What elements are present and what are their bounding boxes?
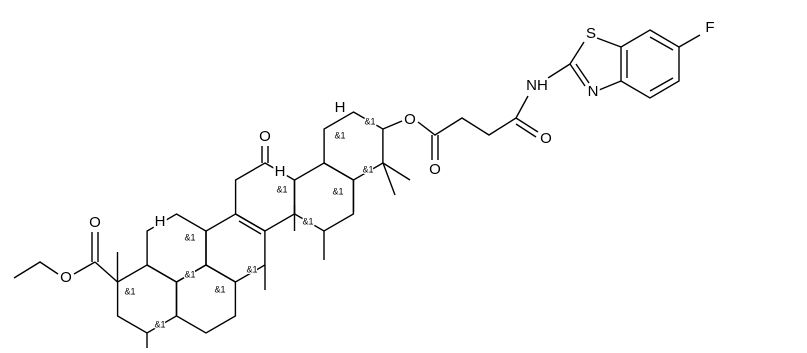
- bond: [382, 120, 403, 130]
- stereo-label: &1: [276, 184, 287, 194]
- bond: [678, 34, 701, 48]
- bond: [515, 95, 529, 119]
- atom-label: O: [60, 269, 72, 286]
- stereo-label: &1: [154, 319, 165, 329]
- atom-label: H: [275, 163, 286, 180]
- stereo-label: &1: [334, 130, 345, 140]
- atom-label: F: [705, 19, 714, 36]
- bond: [515, 123, 537, 138]
- atom-label: H: [155, 213, 166, 230]
- bond: [13, 261, 59, 279]
- bond: [649, 36, 674, 51]
- ring: [116, 264, 178, 334]
- stereo-label: &1: [214, 284, 225, 294]
- atom-label: O: [429, 161, 441, 178]
- bond: [73, 261, 96, 275]
- bond: [238, 220, 262, 235]
- stereo-label: &1: [184, 269, 195, 279]
- bond: [515, 117, 539, 133]
- bonds: [13, 29, 701, 348]
- bond: [547, 63, 571, 79]
- bond: [417, 117, 517, 136]
- bond: [575, 63, 590, 84]
- bond: [596, 37, 622, 48]
- stereo-label: &1: [246, 264, 257, 274]
- stereo-label: &1: [184, 232, 195, 242]
- atom-label: O: [540, 130, 552, 147]
- atom-label: NH: [526, 77, 548, 94]
- benzene-ring: [620, 29, 680, 99]
- bond: [94, 261, 118, 283]
- bond: [382, 162, 396, 196]
- bond: [382, 162, 411, 181]
- ring: [234, 162, 296, 232]
- bond: [569, 41, 585, 65]
- bond: [598, 80, 622, 91]
- atom-label: O: [89, 214, 101, 231]
- bond: [649, 77, 674, 92]
- atom-label: N: [588, 83, 599, 100]
- atom-label: H: [335, 99, 346, 116]
- stereo-label: &1: [362, 164, 373, 174]
- atom-label: O: [259, 128, 271, 145]
- ring: [323, 111, 384, 181]
- bond: [569, 63, 586, 87]
- atom-label: O: [404, 111, 416, 128]
- stereo-label: &1: [302, 216, 313, 226]
- stereo-label: &1: [364, 116, 375, 126]
- atom-label: S: [586, 25, 596, 42]
- stereo-label: &1: [332, 186, 343, 196]
- stereo-label: &1: [124, 286, 135, 296]
